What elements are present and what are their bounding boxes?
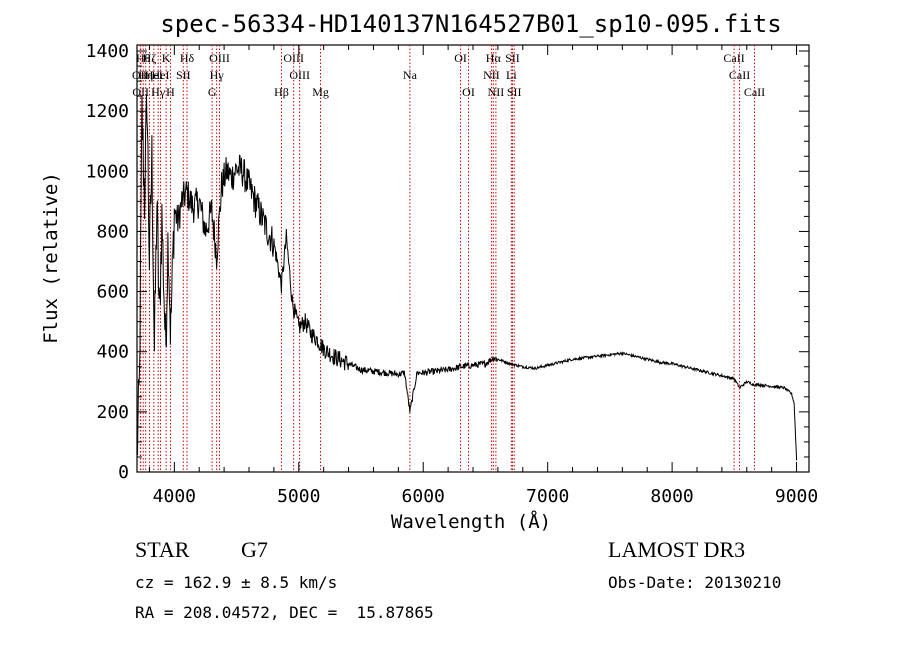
y-tick-label: 0	[118, 462, 129, 483]
line-label-Li: Li	[506, 68, 517, 82]
x-tick-label: 4000	[153, 486, 196, 507]
observation-date: Obs-Date: 20130210	[608, 573, 782, 592]
line-label-SII: SII	[176, 68, 191, 82]
spectral-line-markers	[139, 45, 755, 472]
y-axis-label: Flux (relative)	[40, 172, 62, 344]
line-label-NII: NII	[483, 68, 500, 82]
line-label-G: G	[208, 85, 217, 99]
line-label-OII: OII	[132, 68, 149, 82]
y-tick-label: 1200	[86, 101, 129, 122]
line-label-K: K	[162, 51, 171, 65]
y-tick-label: 400	[96, 342, 129, 363]
x-tick-label: 5000	[277, 486, 320, 507]
chart-title: spec-56334-HD140137N164527B01_sp10-095.f…	[160, 10, 781, 38]
line-label-Hγ: Hγ	[151, 85, 166, 99]
y-axis: 0 200 400 600 800 1000 1200 1400	[86, 41, 809, 483]
line-label-OII: OII	[132, 85, 149, 99]
line-label-Hα: Hα	[486, 51, 502, 65]
spectrum-line	[136, 94, 798, 461]
x-tick-label: 7000	[526, 486, 569, 507]
line-label-HeI: HeI	[152, 68, 170, 82]
line-label-CaII: CaII	[729, 68, 750, 82]
line-label-Hδ: Hδ	[180, 51, 195, 65]
line-label-SII: SII	[505, 51, 520, 65]
stellar-subclass: G7	[241, 537, 268, 562]
line-label-Hζ: Hζ	[143, 51, 157, 65]
y-tick-label: 800	[96, 221, 129, 242]
survey-name: LAMOST DR3	[608, 537, 746, 562]
y-tick-label: 1400	[86, 41, 129, 62]
line-label-OIII: OIII	[209, 51, 230, 65]
line-label-H: H	[166, 85, 175, 99]
plot-frame	[136, 44, 810, 473]
x-tick-label: 9000	[775, 486, 818, 507]
line-label-CaII: CaII	[744, 85, 765, 99]
line-label-OIII: OIII	[289, 68, 310, 82]
line-label-Hη: Hη	[138, 68, 153, 82]
y-tick-label: 200	[96, 402, 129, 423]
line-label-CaII: CaII	[723, 51, 744, 65]
y-tick-label: 1000	[86, 161, 129, 182]
line-label-OI: OI	[454, 51, 467, 65]
redshift-value: cz = 162.9 ± 8.5 km/s	[135, 573, 338, 592]
object-class: STAR	[135, 537, 190, 562]
x-tick-label: 6000	[402, 486, 445, 507]
line-label-Na: Na	[403, 68, 418, 82]
x-axis-label: Wavelength (Å)	[391, 510, 551, 533]
coordinates: RA = 208.04572, DEC = 15.87865	[135, 603, 434, 622]
line-label-NII: NII	[488, 85, 505, 99]
x-tick-label: 8000	[650, 486, 693, 507]
line-label-Hβ: Hβ	[274, 85, 289, 99]
line-label-Hθ: Hθ	[136, 51, 151, 65]
spectral-line-labels: OIIOIIHθHηHζHeIHγHeIKHSIIHδGHγOIIIHβOIII…	[132, 51, 765, 99]
line-label-HeI: HeI	[145, 68, 163, 82]
line-label-Mg: Mg	[312, 85, 329, 99]
line-label-OIII: OIII	[283, 51, 304, 65]
line-label-OI: OI	[462, 85, 475, 99]
line-label-Hγ: Hγ	[210, 68, 225, 82]
x-axis: 4000 5000 6000 7000 8000 9000	[148, 45, 818, 507]
y-tick-label: 600	[96, 282, 129, 303]
line-label-SII: SII	[507, 85, 522, 99]
